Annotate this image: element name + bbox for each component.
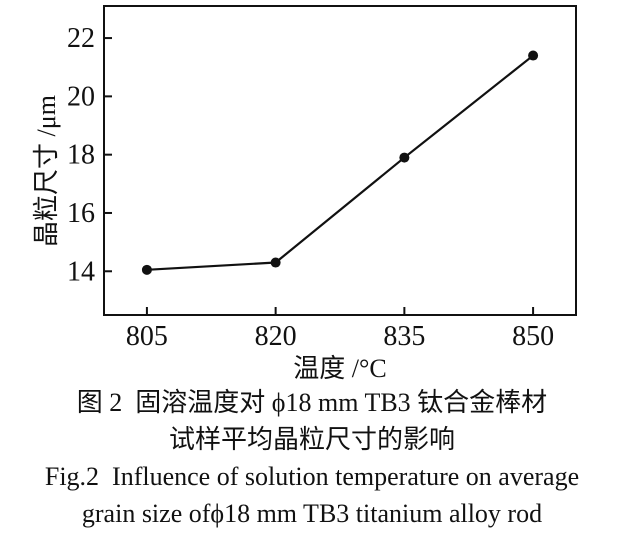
y-tick-label: 16 (67, 198, 95, 229)
figure-caption: 图 2 固溶温度对 ϕ18 mm TB3 钛合金棒材 试样平均晶粒尺寸的影响 F… (0, 384, 624, 532)
x-tick-label: 805 (126, 321, 168, 352)
caption-zh-line1: 图 2 固溶温度对 ϕ18 mm TB3 钛合金棒材 (76, 388, 548, 417)
y-axis-title: 晶粒尺寸 /μm (32, 95, 61, 247)
y-tick-label: 20 (67, 81, 95, 112)
data-point (270, 257, 281, 268)
data-line (146, 54, 534, 271)
data-point (399, 152, 410, 163)
x-axis-title: 温度 /°C (293, 354, 386, 382)
y-tick-label: 18 (67, 140, 95, 171)
y-tick-label: 14 (67, 256, 95, 287)
x-tick-label: 850 (512, 321, 554, 352)
plot-frame (103, 5, 577, 316)
y-tick-label: 22 (67, 23, 95, 54)
data-point (141, 264, 152, 275)
caption-en-line2: grain size ofϕ18 mm TB3 titanium alloy r… (81, 499, 543, 528)
plot-area: 温度 /°C 14 16 18 20 22 805 820 835 850 (67, 5, 577, 383)
line-chart: 温度 /°C 14 16 18 20 22 805 820 835 850 (67, 5, 577, 383)
caption-zh-line2: 试样平均晶粒尺寸的影响 (168, 425, 455, 454)
x-tick-label: 835 (383, 321, 425, 352)
x-tick-label: 820 (255, 321, 297, 352)
caption-en-line1: Fig.2 Influence of solution temperature … (44, 462, 580, 491)
data-point (528, 50, 539, 61)
